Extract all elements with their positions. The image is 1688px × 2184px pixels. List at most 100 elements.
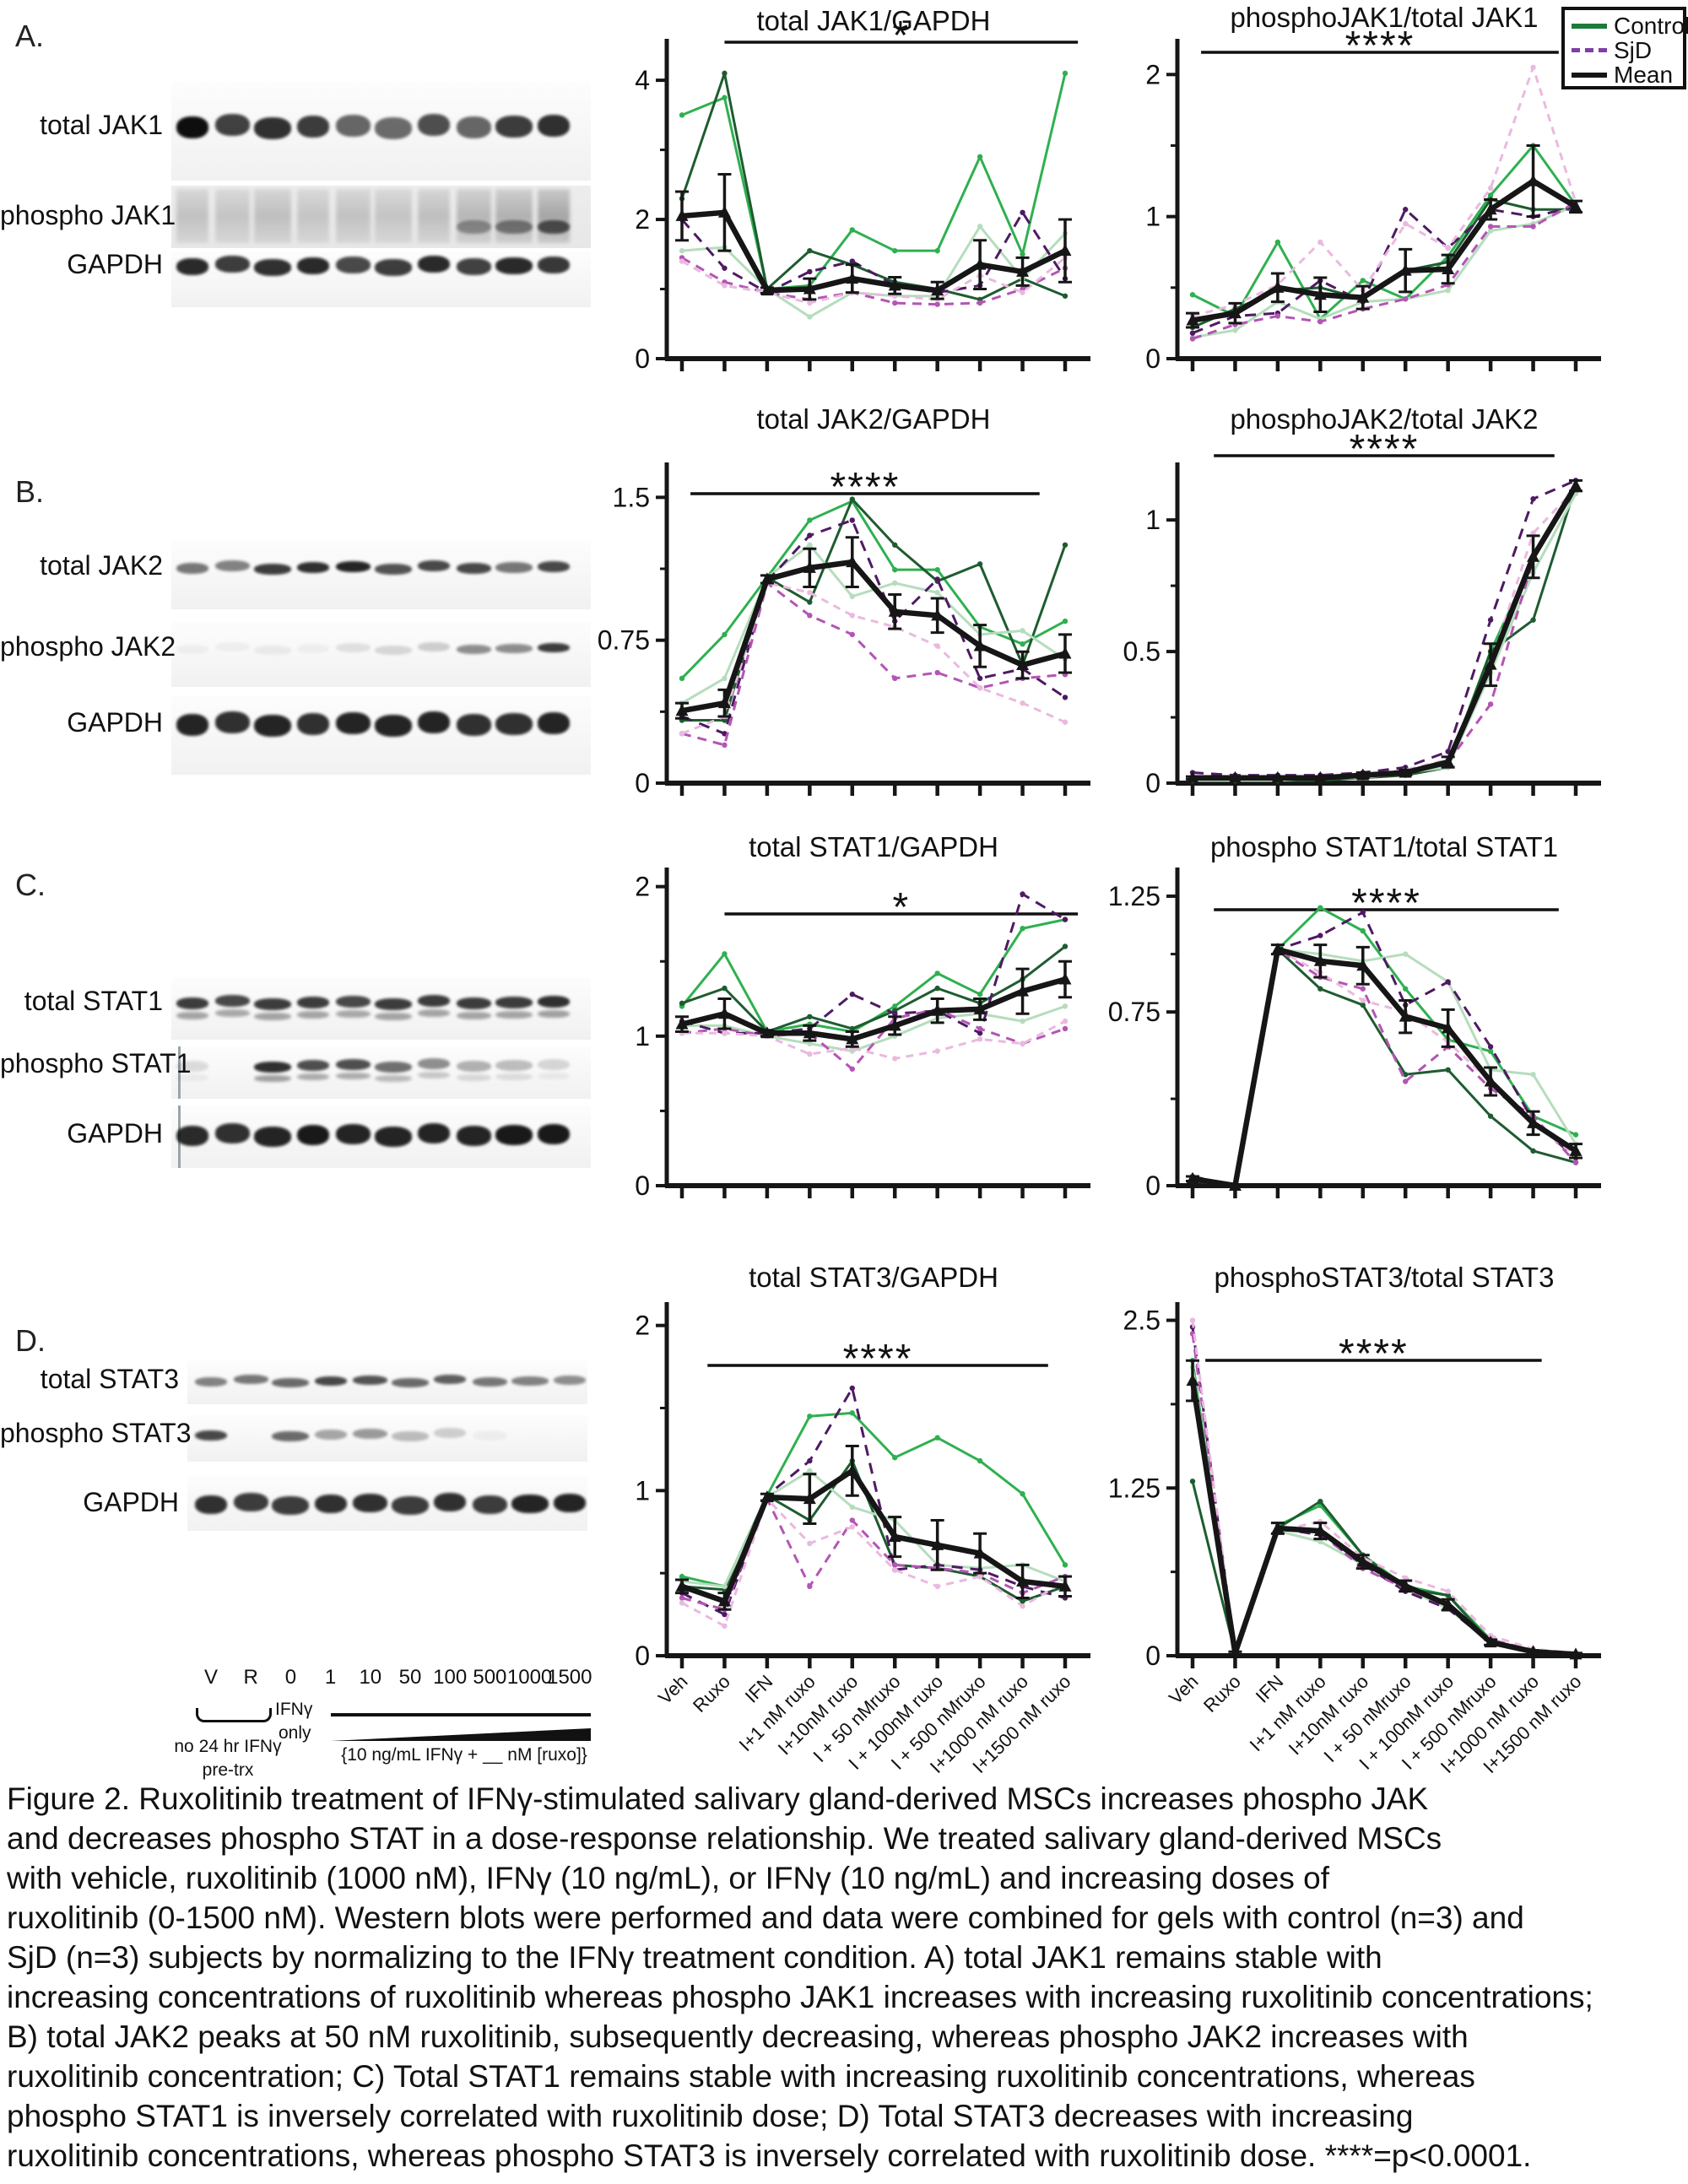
blot-band [538, 560, 571, 572]
data-point [849, 258, 855, 264]
mean-marker [717, 1594, 731, 1607]
blot-band [296, 713, 329, 735]
data-point [1062, 1018, 1069, 1024]
mean-marker [1228, 306, 1242, 319]
blot-band [456, 1126, 491, 1146]
series-control-1 [680, 500, 1066, 679]
data-point [722, 717, 728, 723]
lane-label-1000: 1000 [506, 1666, 553, 1689]
blot-band [495, 257, 533, 274]
data-point [1360, 1002, 1366, 1008]
blot-band [456, 997, 491, 1009]
blot-band [538, 1124, 571, 1144]
blot-smear [538, 189, 571, 243]
data-point [1317, 239, 1323, 246]
data-point [1020, 700, 1025, 706]
data-point [934, 970, 940, 976]
y-tick-label: 1 [635, 1475, 650, 1506]
blot-band [538, 257, 571, 273]
data-point [892, 1003, 898, 1009]
blot-strip-total-jak2 [171, 540, 591, 609]
chart-title: phosphoJAK2/total JAK2 [1230, 403, 1538, 435]
data-point [892, 675, 898, 682]
blot-band [375, 645, 412, 655]
mean-marker [760, 284, 774, 296]
blot-smear [176, 189, 208, 243]
chart-phospho-stat1-total-stat1: 0 0.75 1.25 **** phospho STAT1/total STAT1 [1108, 831, 1601, 1201]
mean-marker [675, 208, 689, 221]
data-point [1487, 701, 1494, 707]
y-tick-label: 0.75 [598, 625, 650, 656]
data-point [1062, 1562, 1069, 1568]
mean-marker [1569, 478, 1582, 491]
blot-label-gapdh: GAPDH [83, 1487, 179, 1517]
mean-marker [1186, 1171, 1199, 1184]
blot-band-secondary [417, 1071, 450, 1078]
blot-band [176, 997, 208, 1009]
blot-band [176, 714, 208, 736]
chart-total-stat1-gapdh: 0 1 2 * total STAT1/GAPDH [635, 831, 1090, 1201]
data-point [849, 227, 855, 233]
data-point [722, 95, 728, 100]
data-point [1487, 185, 1494, 192]
y-tick-label: 0 [1145, 1170, 1160, 1201]
blot-smear [375, 189, 412, 243]
mean-marker [888, 1530, 901, 1543]
blot-strip-phospho-jak1 [171, 186, 591, 248]
data-point [977, 561, 983, 567]
data-point [1360, 927, 1366, 934]
blot-band [538, 1058, 571, 1070]
blot-band [417, 1057, 450, 1069]
blot-band-secondary [495, 1073, 533, 1080]
data-point [1487, 1048, 1494, 1055]
blot-label-gapdh: GAPDH [67, 1118, 163, 1149]
blot-band [375, 563, 412, 575]
label-only: only [279, 1723, 311, 1743]
blot-band [472, 1376, 507, 1387]
data-point [1189, 292, 1196, 298]
data-point [1360, 909, 1366, 916]
data-point [1317, 905, 1323, 911]
data-point [807, 314, 813, 320]
blot-band [176, 644, 208, 654]
data-point [1403, 296, 1409, 302]
blot-band [375, 1127, 412, 1147]
data-point [807, 532, 813, 538]
data-point [977, 1573, 983, 1580]
data-point [807, 1414, 813, 1419]
data-point [1020, 1603, 1025, 1609]
blot-smear [456, 189, 491, 243]
y-tick-label: 1 [1145, 505, 1160, 535]
blot-band [417, 995, 450, 1007]
data-point [1062, 943, 1069, 949]
chart-total-jak1-gapdh: 0 2 4 *total JAK1/GAPDH [635, 5, 1090, 374]
blot-band [375, 259, 412, 276]
data-point [1403, 1072, 1409, 1078]
blot-band-secondary [254, 1074, 292, 1082]
blot-smear [254, 189, 292, 243]
series-sjd-2 [681, 257, 1066, 306]
blot-band [233, 1493, 268, 1511]
blot-band [495, 220, 533, 234]
significance-label: **** [1339, 1332, 1409, 1376]
y-tick-label: 2 [635, 204, 650, 235]
data-point [892, 566, 898, 573]
mean-marker [1569, 1143, 1582, 1156]
blot-band [272, 1496, 310, 1515]
mean-marker [760, 1026, 774, 1039]
label-no-pretrx-2: pre-trx [202, 1760, 254, 1780]
data-point [1360, 997, 1366, 1003]
lane-label-v: V [203, 1666, 218, 1689]
blot-band [538, 115, 571, 137]
mean-marker [1356, 290, 1370, 303]
data-point [1403, 207, 1409, 213]
y-tick-label: 4 [635, 65, 650, 95]
blot-band [335, 642, 371, 652]
blot-band [353, 1494, 388, 1512]
blot-band-secondary [375, 1013, 412, 1020]
data-point [977, 1036, 983, 1042]
y-tick-label: 0.75 [1108, 997, 1160, 1027]
data-point [1317, 933, 1323, 938]
significance-label: **** [830, 465, 901, 510]
